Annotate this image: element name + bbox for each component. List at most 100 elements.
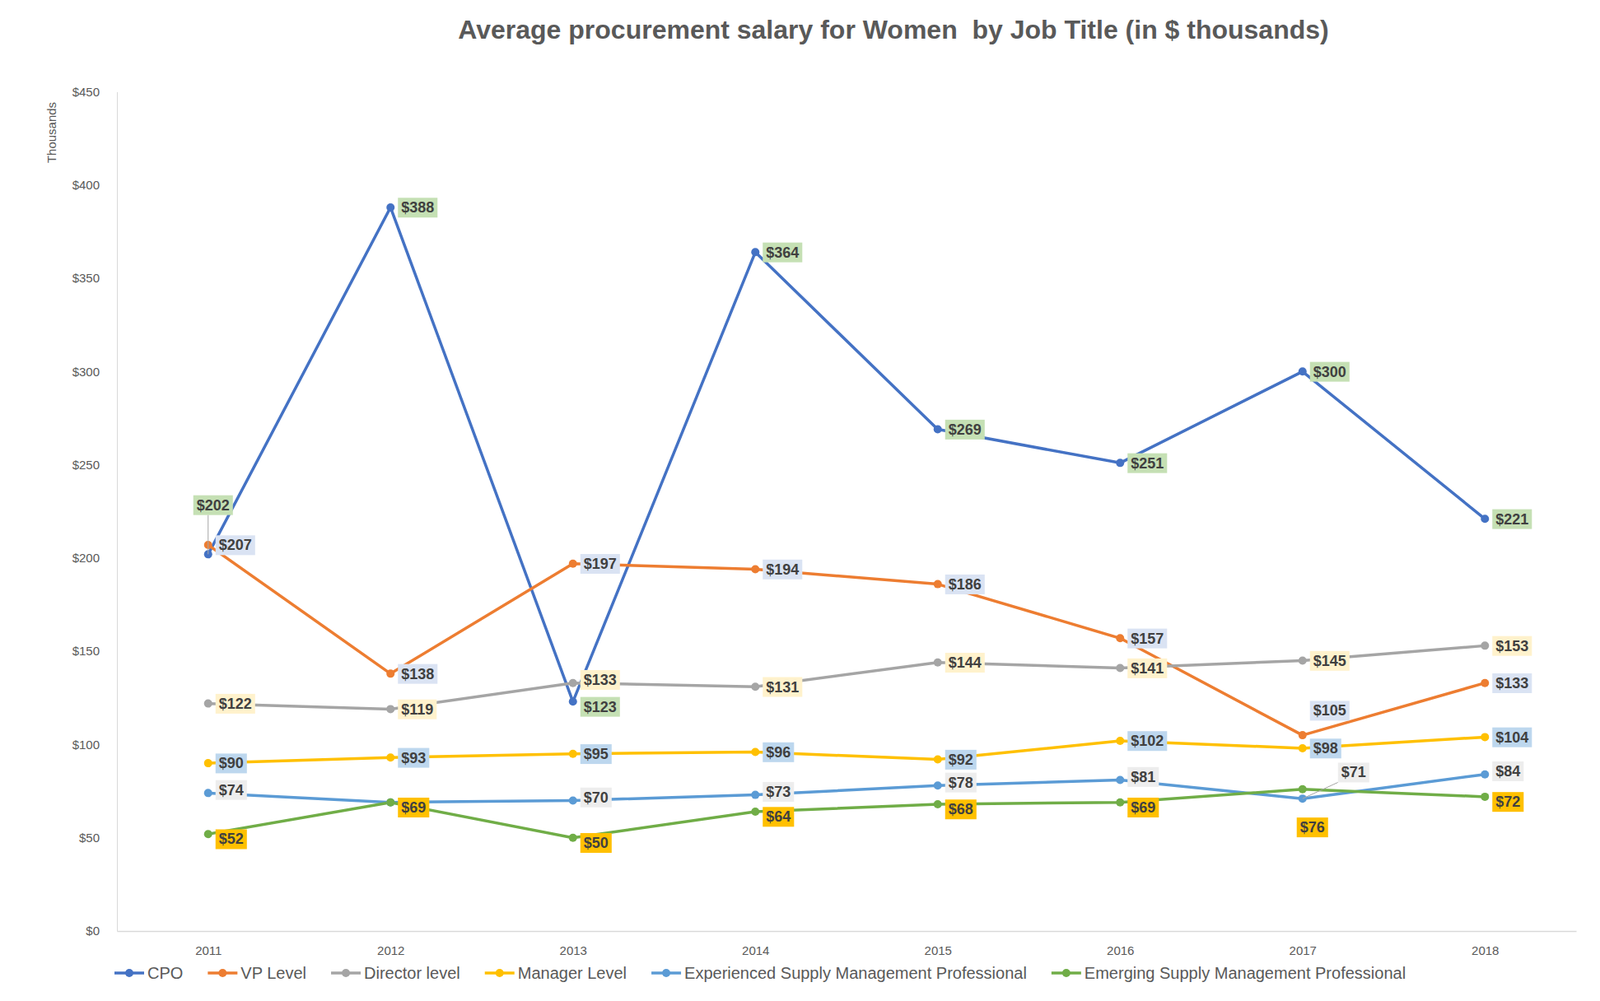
data-label-text: $153 (1495, 638, 1529, 655)
series-marker (1298, 785, 1307, 794)
y-tick: $200 (72, 550, 117, 565)
series-marker (386, 798, 395, 807)
data-label: $92 (945, 750, 977, 770)
y-tick: $50 (79, 830, 117, 845)
data-label: $300 (1310, 362, 1350, 383)
data-label-text: $84 (1495, 763, 1521, 780)
data-label-text: $104 (1495, 729, 1529, 747)
x-tick: 2018 (1471, 931, 1499, 958)
series-marker (933, 658, 943, 668)
data-label-text: $122 (219, 695, 252, 713)
series-marker (1115, 775, 1125, 784)
data-label-box (580, 697, 621, 718)
y-tick-label: $100 (72, 737, 100, 752)
series-marker (751, 682, 760, 691)
data-label: $122 (215, 694, 256, 714)
data-label-box (945, 750, 977, 770)
x-tick-label: 2018 (1471, 943, 1499, 958)
data-label-box (945, 653, 985, 673)
series-line (208, 207, 1486, 702)
series-line (208, 545, 1486, 736)
data-label-box (580, 744, 612, 765)
legend-item: Director level (331, 964, 461, 983)
data-label-text: $197 (583, 555, 617, 573)
series-marker (1298, 731, 1307, 740)
series-marker (1480, 514, 1489, 523)
data-label-box (1310, 738, 1342, 759)
series-marker (1115, 458, 1125, 467)
x-tick: 2014 (741, 931, 770, 958)
data-label: $72 (1492, 792, 1524, 812)
data-label: $93 (397, 748, 430, 769)
data-label-box (1127, 797, 1159, 818)
y-tick: $250 (72, 457, 117, 472)
data-label-text: $131 (765, 679, 799, 696)
data-label-text: $90 (219, 755, 244, 772)
legend-item: VP Level (207, 964, 307, 983)
data-label-text: $144 (948, 654, 982, 672)
data-label-box (580, 670, 621, 691)
data-label-box (1492, 761, 1524, 782)
data-label: $104 (1492, 727, 1532, 748)
y-tick: $100 (72, 737, 117, 752)
legend-label: Director level (363, 964, 461, 983)
series-marker (1298, 744, 1307, 753)
leader-line (207, 515, 209, 556)
x-tick: 2013 (559, 931, 588, 958)
data-label-box (397, 197, 438, 218)
title: Average procurement salary for Women by … (457, 14, 1329, 45)
data-label: $133 (1492, 673, 1532, 694)
series-marker (1115, 664, 1125, 673)
data-label: $71 (1302, 762, 1370, 799)
x-axis-line (117, 931, 1577, 933)
data-label-text: $157 (1130, 630, 1164, 648)
data-label-box (1310, 700, 1350, 721)
data-label-box (1338, 762, 1370, 783)
data-label: $69 (1127, 797, 1159, 818)
data-label: $123 (580, 697, 621, 718)
data-label: $119 (397, 699, 437, 720)
data-label: $145 (1310, 651, 1350, 672)
x-tick: 2015 (924, 931, 952, 958)
data-label: $388 (397, 197, 438, 218)
data-label: $153 (1492, 636, 1532, 657)
series-marker (933, 580, 943, 589)
data-label-box (1492, 509, 1532, 530)
series-marker (1480, 679, 1489, 688)
data-label-box (1310, 362, 1350, 383)
data-label: $221 (1492, 509, 1532, 530)
data-label-text: $76 (1300, 819, 1325, 836)
data-label-text: $194 (765, 561, 799, 579)
data-label-text: $68 (948, 801, 974, 818)
data-label-text: $388 (401, 199, 434, 216)
data-label-box (945, 574, 985, 595)
data-label-text: $95 (583, 746, 609, 763)
data-label: $74 (215, 780, 248, 801)
x-axis: 20112012201320142015201620172018 (117, 931, 1577, 958)
series-marker (386, 203, 395, 212)
series-marker (204, 699, 213, 709)
data-label-box (762, 559, 803, 580)
data-label-box (580, 833, 612, 854)
x-tick-label: 2016 (1106, 943, 1134, 958)
data-label-text: $300 (1313, 363, 1347, 381)
series-marker (569, 559, 578, 569)
legend-marker (495, 969, 504, 978)
legend-marker (125, 969, 134, 978)
data-label-box (1492, 727, 1532, 748)
data-label-text: $141 (1130, 660, 1164, 677)
data-label-text: $138 (401, 666, 434, 683)
x-tick-label: 2014 (741, 943, 770, 958)
y-tick: $450 (72, 84, 117, 99)
data-label-box (397, 664, 438, 685)
legend-item: CPO (114, 964, 183, 983)
data-label-text: $50 (583, 834, 609, 852)
y-tick-label: $450 (72, 84, 100, 99)
data-label-text: $96 (765, 744, 791, 761)
x-tick: 2011 (195, 931, 222, 958)
series-marker (204, 788, 213, 798)
x-tick-label: 2011 (195, 943, 222, 958)
data-label: $69 (397, 797, 430, 818)
data-label-text: $92 (948, 751, 974, 769)
data-label-text: $52 (219, 830, 244, 848)
